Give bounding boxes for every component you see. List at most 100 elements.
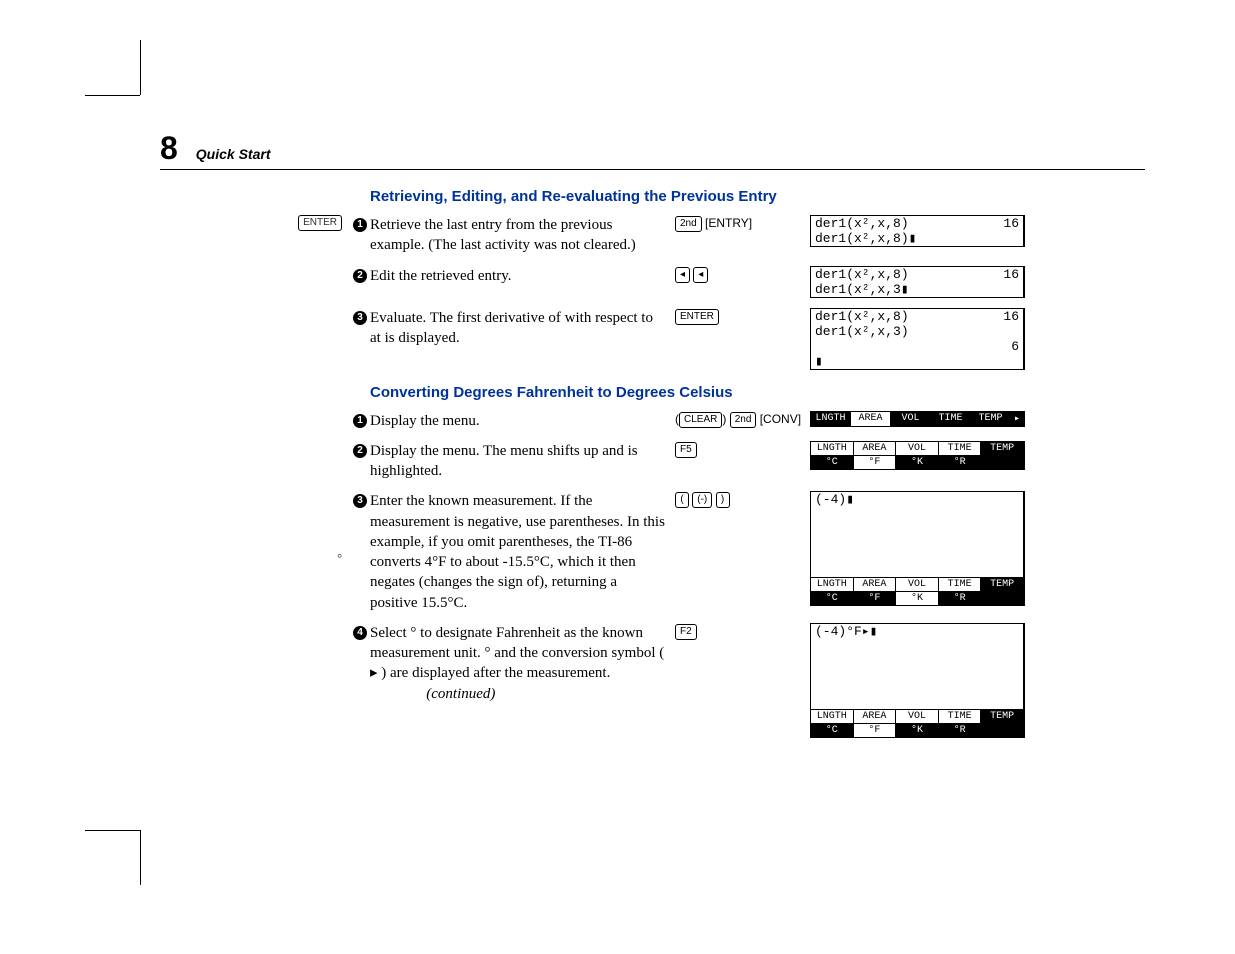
menu-cell: AREA — [854, 442, 897, 455]
2nd-key: 2nd — [730, 412, 757, 428]
lcd-menu: LNGTH AREA VOL TIME TEMP — [810, 577, 1025, 592]
menu-cell: TIME — [939, 442, 982, 455]
lcd-display: (-4)▮ — [810, 491, 1025, 577]
menu-cell: TIME — [939, 578, 982, 591]
conv-label: [CONV] — [756, 412, 801, 426]
step-row: 2 Display the menu. The menu shifts up a… — [160, 441, 1145, 482]
step-text: Evaluate. The first derivative of with r… — [370, 308, 675, 349]
lcd-text: (-4)°F▸▮ — [815, 624, 877, 639]
lcd-text: der1(x²,x,3) — [815, 324, 909, 339]
lcd-val: 6 — [1011, 339, 1019, 354]
step-keys: 2nd [ENTRY] — [675, 215, 810, 232]
lcd-text: der1(x²,x,8)▮ — [815, 231, 916, 246]
menu-cell: °K — [896, 592, 939, 605]
menu-cell — [981, 456, 1023, 469]
lcd-display: der1(x²,x,8) 16 der1(x²,x,3▮ — [810, 266, 1025, 298]
step-row: 2 Edit the retrieved entry. ◂ ◂ der1(x²,… — [160, 266, 1145, 298]
menu-cell: LNGTH — [811, 578, 854, 591]
menu-cell: TIME — [931, 412, 971, 426]
menu-cell: TEMP — [981, 710, 1023, 723]
menu-cell: VOL — [891, 412, 931, 426]
margin-note: ° — [160, 491, 350, 566]
step-row: ° 3 Enter the known measurement. If the … — [160, 491, 1145, 613]
lcd-display: der1(x²,x,8) 16 der1(x²,x,8)▮ — [810, 215, 1025, 247]
lcd-menu: °C °F °K °R — [810, 592, 1025, 606]
lcd-val: 16 — [1003, 267, 1019, 282]
page-header: 8 Quick Start — [160, 130, 1145, 170]
lcd-menu: °C °F °K °R — [810, 724, 1025, 738]
step-keys: F5 — [675, 441, 810, 458]
step-keys: ◂ ◂ — [675, 266, 810, 283]
step-keys: ( (-) ) — [675, 491, 810, 508]
menu-cell: °F — [854, 592, 897, 605]
menu-cell: VOL — [896, 710, 939, 723]
menu-cell: AREA — [851, 412, 891, 426]
step-text: Display the menu. — [370, 411, 675, 431]
rparen-key: ) — [716, 492, 730, 508]
menu-cell: TEMP — [971, 412, 1011, 426]
menu-cell: LNGTH — [811, 442, 854, 455]
lcd-text: (-4)▮ — [815, 492, 854, 507]
left-key: ◂ — [693, 267, 708, 283]
lcd-text: der1(x²,x,8) — [815, 267, 909, 282]
step-row: 1 Display the menu. (CLEAR) 2nd [CONV] L… — [160, 411, 1145, 431]
step-text: Enter the known measurement. If the meas… — [370, 491, 675, 613]
bullet: 3 — [353, 311, 367, 325]
lcd-val: 16 — [1003, 216, 1019, 231]
step-text: Select ° to designate Fahrenheit as the … — [370, 623, 675, 704]
left-key: ◂ — [675, 267, 690, 283]
bullet: 2 — [353, 444, 367, 458]
step-text: Display the menu. The menu shifts up and… — [370, 441, 675, 482]
margin-note: ENTER — [160, 215, 350, 231]
lcd-menu: LNGTH AREA VOL TIME TEMP ▸ — [810, 411, 1025, 427]
menu-cell: AREA — [854, 710, 897, 723]
lcd-display: der1(x²,x,8)16 der1(x²,x,3) 6 ▮ — [810, 308, 1025, 370]
lcd-text: der1(x²,x,8) — [815, 216, 909, 231]
menu-cell: TIME — [939, 710, 982, 723]
menu-cell: °R — [939, 724, 982, 737]
step-keys: (CLEAR) 2nd [CONV] — [675, 411, 810, 428]
menu-cell: TEMP — [981, 578, 1023, 591]
step-keys: F2 — [675, 623, 810, 640]
paren: ) — [722, 412, 729, 426]
menu-cell: °F — [854, 456, 897, 469]
menu-cell: °K — [896, 724, 939, 737]
step-row: 3 Evaluate. The first derivative of with… — [160, 308, 1145, 370]
bullet: 1 — [353, 218, 367, 232]
f2-key: F2 — [675, 624, 697, 640]
step-text: Edit the retrieved entry. — [370, 266, 675, 286]
step-row: 4 Select ° to designate Fahrenheit as th… — [160, 623, 1145, 738]
menu-cell — [981, 592, 1023, 605]
menu-cell: °F — [854, 724, 897, 737]
bullet: 4 — [353, 626, 367, 640]
bullet: 1 — [353, 414, 367, 428]
menu-cell: TEMP — [981, 442, 1023, 455]
clear-key: CLEAR — [679, 412, 722, 428]
step-text-body: Select ° to designate Fahrenheit as the … — [370, 625, 664, 682]
2nd-key: 2nd — [675, 216, 702, 232]
section-b-title: Converting Degrees Fahrenheit to Degrees… — [370, 384, 1145, 401]
page-title: Quick Start — [196, 146, 271, 162]
menu-cell: °C — [811, 592, 854, 605]
menu-cell: °R — [939, 592, 982, 605]
lcd-val: 16 — [1003, 309, 1019, 324]
bullet: 2 — [353, 269, 367, 283]
bullet: 3 — [353, 494, 367, 508]
menu-arrow: ▸ — [1011, 412, 1023, 426]
page-number: 8 — [160, 130, 178, 167]
menu-cell — [981, 724, 1023, 737]
step-row: ENTER 1 Retrieve the last entry from the… — [160, 215, 1145, 256]
menu-cell: AREA — [854, 578, 897, 591]
lcd-menu: LNGTH AREA VOL TIME TEMP — [810, 441, 1025, 456]
lcd-menu: LNGTH AREA VOL TIME TEMP — [810, 709, 1025, 724]
step-keys: ENTER — [675, 308, 810, 325]
menu-cell: °C — [811, 456, 854, 469]
menu-cell: °K — [896, 456, 939, 469]
f5-key: F5 — [675, 442, 697, 458]
menu-cell: VOL — [896, 578, 939, 591]
section-a-title: Retrieving, Editing, and Re-evaluating t… — [370, 188, 1145, 205]
lcd-display: (-4)°F▸▮ — [810, 623, 1025, 709]
lcd-text: der1(x²,x,3▮ — [815, 282, 909, 297]
continued-label: (continued) — [426, 686, 495, 702]
enter-key: ENTER — [675, 309, 719, 325]
